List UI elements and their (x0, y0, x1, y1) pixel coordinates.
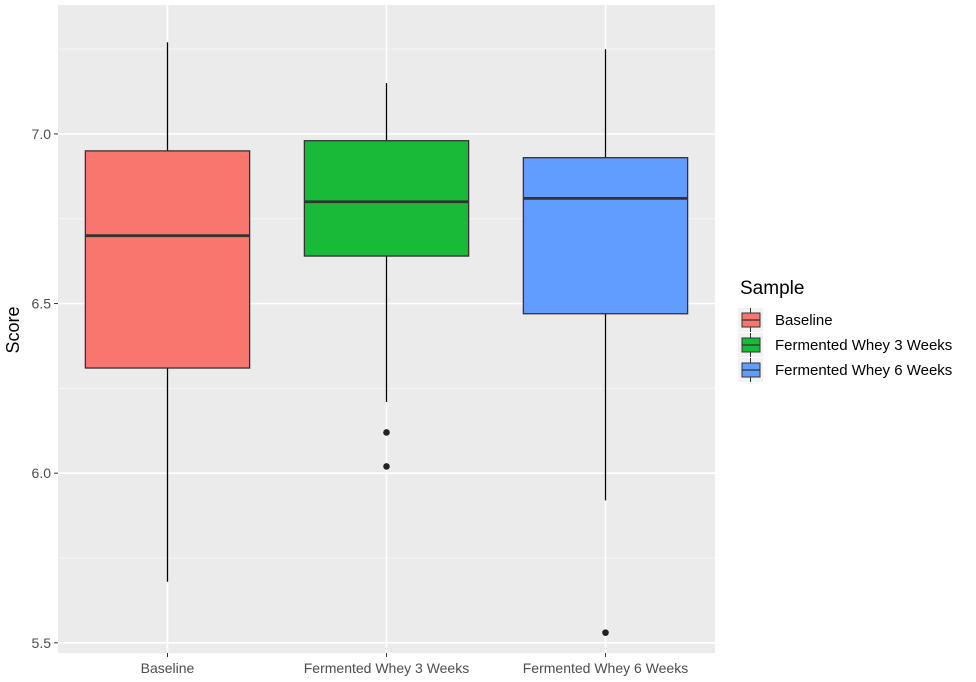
y-tick-label: 6.5 (32, 296, 52, 312)
x-tick-label: Fermented Whey 3 Weeks (304, 660, 469, 676)
x-tick-label: Baseline (141, 660, 195, 676)
y-axis-ticks: 5.5 6.0 6.5 7.0 (32, 126, 58, 651)
legend-item: Fermented Whey 6 Weeks (738, 358, 952, 382)
legend: Sample Baseline Fermented Whey 3 Weeks Fer… (738, 278, 952, 382)
box (84, 150, 251, 369)
y-tick-label: 7.0 (32, 126, 52, 142)
legend-label: Fermented Whey 3 Weeks (775, 337, 952, 354)
box-group-3 (522, 49, 689, 636)
box-group-2 (303, 83, 470, 470)
legend-item: Baseline (738, 308, 833, 332)
legend-label: Fermented Whey 6 Weeks (775, 362, 952, 379)
outlier-point (383, 463, 390, 470)
legend-items: Baseline Fermented Whey 3 Weeks Fermented … (738, 308, 952, 382)
y-axis-title: Score (3, 306, 23, 353)
legend-item: Fermented Whey 3 Weeks (738, 333, 952, 357)
y-tick-label: 5.5 (32, 635, 52, 651)
outlier-point (383, 429, 390, 436)
outlier-point (602, 629, 609, 636)
boxes (84, 42, 689, 636)
box (303, 140, 470, 257)
legend-title: Sample (740, 278, 804, 299)
box (522, 157, 689, 315)
x-tick-label: Fermented Whey 6 Weeks (523, 660, 688, 676)
legend-label: Baseline (775, 312, 833, 329)
y-tick-label: 6.0 (32, 465, 52, 481)
x-axis-ticks: Baseline Fermented Whey 3 Weeks Fermented … (141, 653, 688, 676)
box-group-1 (84, 42, 251, 582)
